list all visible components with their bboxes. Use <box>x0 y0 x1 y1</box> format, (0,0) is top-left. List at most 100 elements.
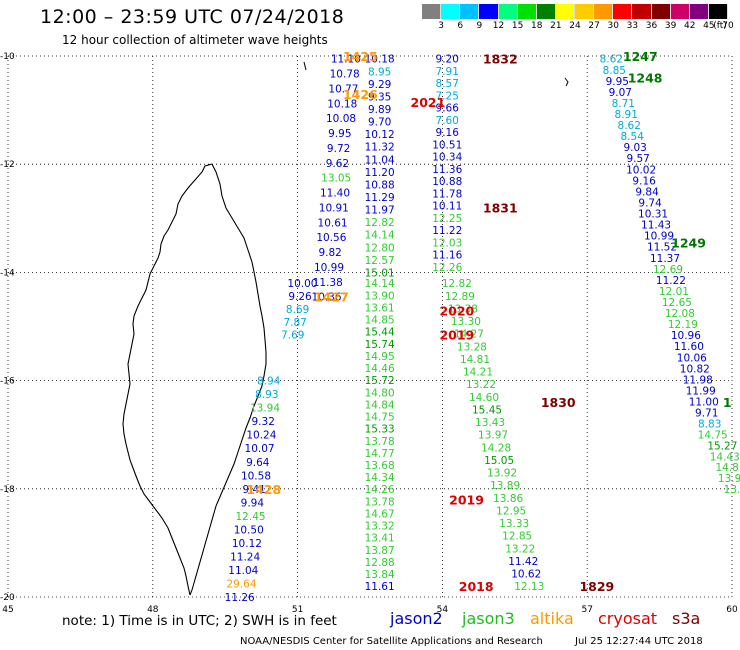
wave-height-value: 12.95 <box>496 505 526 517</box>
wave-height-value: 13.86 <box>493 493 523 505</box>
wave-height-value: 15.01 <box>365 267 395 279</box>
scale-tick-label: 18 <box>531 21 543 31</box>
wave-height-value: 9.66 <box>436 103 460 115</box>
wave-height-value: 14.75 <box>365 412 395 424</box>
pass-time-label: 1 <box>723 395 732 410</box>
scale-tick-label: 33 <box>626 21 639 31</box>
axis-labels: -10 -12 -14 -16 -18 -20 45 48 51 54 57 60 <box>0 52 738 615</box>
wave-height-value: 12.01 <box>659 286 689 298</box>
wave-height-value: 12.82 <box>442 278 472 290</box>
wave-height-value: 9.72 <box>327 143 350 155</box>
wave-height-value: 10.02 <box>626 164 656 176</box>
wave-height-value: 9.84 <box>635 186 659 198</box>
wave-height-value: 13.78 <box>365 496 395 508</box>
legend-altika: altika <box>530 609 574 628</box>
wave-height-value: 10.50 <box>234 524 264 536</box>
wave-height-value: 9.26 <box>288 291 312 303</box>
wave-height-value: 9.57 <box>626 153 649 165</box>
pass-time-label: 1428 <box>246 482 281 497</box>
wave-height-value: 11.20 <box>365 167 395 179</box>
scale-tick-label: 27 <box>588 21 600 31</box>
wave-height-value: 13.89 <box>490 480 520 492</box>
wave-height-value: 10.11 <box>432 201 462 213</box>
legend-cryosat: cryosat <box>598 609 658 628</box>
pass-time-label: 2019 <box>449 493 484 508</box>
wave-height-value: 14.60 <box>469 392 499 404</box>
scale-tick-label: 42 <box>684 21 696 31</box>
page-title: 12:00 – 23:59 UTC 07/24/2018 <box>40 6 345 28</box>
wave-height-value: 7.60 <box>436 115 459 127</box>
wave-height-value: 11.10 <box>331 54 361 66</box>
lat-label: -18 <box>0 485 15 495</box>
lat-label: -16 <box>0 377 15 387</box>
wave-height-value: 7.91 <box>436 66 459 78</box>
scale-swatch <box>613 4 633 19</box>
wave-height-value: 12.03 <box>432 237 462 249</box>
wave-height-value: 10.07 <box>245 443 275 455</box>
wave-height-value: 11.78 <box>432 188 462 200</box>
scale-swatch <box>651 4 671 19</box>
wave-height-value: 13.32 <box>365 521 395 533</box>
wave-height-value: 14.21 <box>463 367 493 379</box>
wave-height-value: 11.22 <box>656 275 686 287</box>
wave-height-value: 15.27 <box>707 441 737 453</box>
wave-height-value: 13.87 <box>365 545 395 557</box>
wave-height-value: 11.42 <box>508 556 538 568</box>
wave-height-value: 12.65 <box>662 297 692 309</box>
wave-height-value: 8.93 <box>255 389 278 401</box>
pass-time-label: 2021 <box>411 95 446 110</box>
wave-height-value: 14.26 <box>365 484 395 496</box>
wave-height-value: 13.61 <box>365 302 395 314</box>
wave-height-value: 11.52 <box>647 242 677 254</box>
wave-height-value: 15.74 <box>365 339 395 351</box>
wave-height-value: 11.97 <box>365 205 395 217</box>
wave-height-value: 14.8 <box>715 462 738 474</box>
wave-height-value: 10.58 <box>241 470 271 482</box>
wave-height-value: 14.77 <box>365 448 395 460</box>
wave-height-value: 9.07 <box>609 87 632 99</box>
wave-height-value: 12.57 <box>365 255 395 267</box>
scale-swatch <box>536 4 556 19</box>
wave-height-value: 10.34 <box>432 152 462 164</box>
wave-height-value: 10.31 <box>638 209 668 221</box>
wave-height-value: 9.64 <box>246 457 270 469</box>
wave-height-value: 13.92 <box>487 468 517 480</box>
wave-height-value: 12.88 <box>365 557 395 569</box>
lat-label: -14 <box>0 268 15 278</box>
wave-height-value: 9.95 <box>606 76 629 88</box>
wave-height-value: 9.41 <box>242 484 265 496</box>
wave-height-value: 11.04 <box>228 565 258 577</box>
island-small <box>564 77 569 87</box>
wave-height-value: 14.14 <box>365 230 395 242</box>
wave-height-value: 9.89 <box>368 104 391 116</box>
coastline-path-east <box>189 163 267 596</box>
wave-height-value: 10.96 <box>671 330 701 342</box>
wave-height-value: 10.12 <box>365 129 395 141</box>
wave-height-value: 8.57 <box>436 78 459 90</box>
wave-height-value: 12.26 <box>432 262 462 274</box>
wave-height-value: 12.08 <box>665 308 695 320</box>
wave-height-value: 10.78 <box>330 69 360 81</box>
wave-height-value: 14.28 <box>481 442 511 454</box>
pass-time-label: 1247 <box>623 49 658 64</box>
legend-jason3: jason3 <box>462 609 515 628</box>
wave-height-value: 10.88 <box>432 176 462 188</box>
wave-height-value: 13.33 <box>499 518 529 530</box>
wave-height-value: 14.46 <box>365 363 395 375</box>
wave-height-value: 12.85 <box>502 531 532 543</box>
scale-swatch <box>479 4 499 19</box>
wave-height-value: 11.36 <box>432 164 462 176</box>
wave-height-value: 7.69 <box>281 330 304 342</box>
wave-height-value: 11.32 <box>365 142 395 154</box>
wave-height-value: 9.70 <box>368 117 391 129</box>
wave-height-value: 14.27 <box>454 329 484 341</box>
scale-swatch <box>708 4 728 19</box>
wave-height-value: 10.56 <box>316 232 346 244</box>
scale-tick-label: 30 <box>607 21 619 31</box>
wave-height-value: 7.87 <box>283 317 306 329</box>
wave-height-value: 9.20 <box>436 54 459 66</box>
legend-jason2: jason2 <box>390 609 443 628</box>
wave-height-value: 13.9 <box>718 473 740 485</box>
wave-height-value: 11.29 <box>365 192 395 204</box>
pass-time-label: 1249 <box>671 236 706 251</box>
